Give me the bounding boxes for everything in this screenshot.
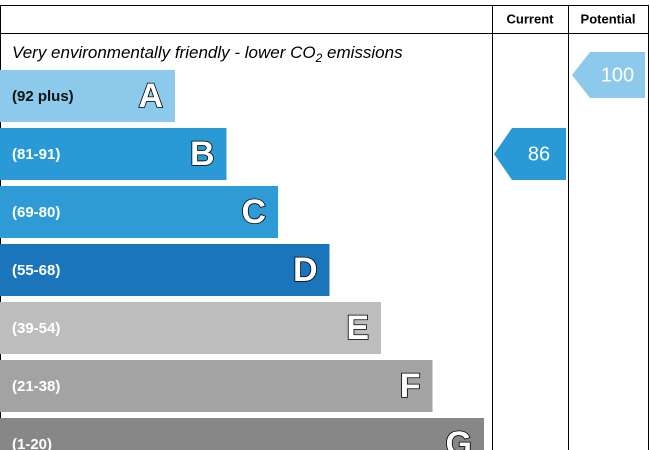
current-rating: 86 bbox=[528, 143, 550, 165]
band-bar bbox=[0, 186, 278, 238]
current-header: Current bbox=[507, 11, 555, 26]
current-arrow bbox=[494, 128, 566, 180]
band-range: (39-54) bbox=[12, 320, 60, 337]
band-letter: F bbox=[400, 367, 421, 405]
potential-arrow bbox=[572, 52, 645, 98]
band-range: (55-68) bbox=[12, 262, 60, 279]
note-suffix: emissions bbox=[322, 43, 403, 62]
band-bar bbox=[0, 70, 175, 122]
potential-header: Potential bbox=[581, 11, 636, 26]
band-bar bbox=[0, 128, 227, 180]
band-bar bbox=[0, 302, 381, 354]
band-bar bbox=[0, 418, 484, 450]
band-range: (21-38) bbox=[12, 378, 60, 395]
band-range: (92 plus) bbox=[12, 88, 74, 105]
band-letter: D bbox=[293, 251, 318, 289]
band-letter: C bbox=[241, 193, 266, 231]
band-letter: B bbox=[190, 135, 215, 173]
note-subscript: 2 bbox=[315, 51, 323, 65]
band-bar bbox=[0, 244, 330, 296]
band-range: (69-80) bbox=[12, 204, 60, 221]
band-letter: G bbox=[446, 425, 472, 450]
top-note: Very environmentally friendly - lower CO… bbox=[12, 43, 403, 65]
potential-rating: 100 bbox=[601, 64, 634, 86]
band-letter: E bbox=[346, 309, 369, 347]
band-range: (81-91) bbox=[12, 146, 60, 163]
band-bar bbox=[0, 360, 433, 412]
note-text: Very environmentally friendly - lower CO bbox=[12, 43, 316, 62]
band-range: (1-20) bbox=[12, 436, 52, 450]
band-letter: A bbox=[138, 77, 163, 115]
